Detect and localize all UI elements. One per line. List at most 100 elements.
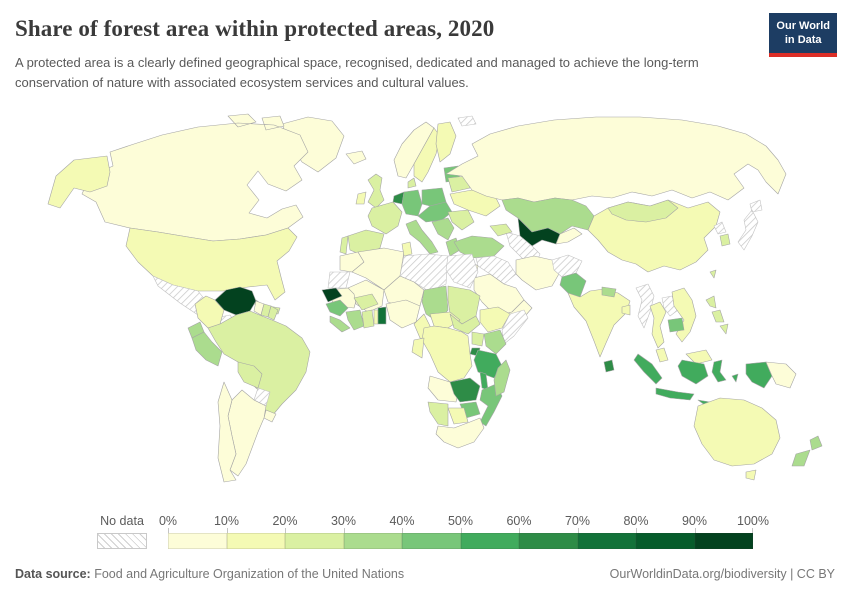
country-argentina[interactable] [227, 389, 267, 477]
country-malaysia[interactable] [655, 347, 713, 365]
country-egypt[interactable] [445, 253, 479, 289]
country-canada[interactable] [81, 113, 309, 242]
country-myanmar[interactable] [635, 283, 655, 329]
country-svalbard[interactable] [457, 115, 477, 127]
legend-tick-label-50%: 50% [447, 514, 474, 528]
colorbar-tick-labels: 0% 10% 20% 30% 40% 50% 60% 70% 80% 90% 100% [159, 514, 769, 530]
country-north-korea[interactable] [713, 221, 727, 235]
country-iran[interactable] [515, 255, 561, 291]
country-namibia[interactable] [427, 401, 449, 427]
legend-tick-label-90%: 90% [681, 514, 708, 528]
country-caucasus[interactable] [489, 223, 513, 237]
legend-bin-80-90%[interactable] [636, 533, 695, 549]
legend-bin-30-40%[interactable] [343, 533, 402, 549]
country-tunisia[interactable] [401, 241, 413, 257]
country-ghana[interactable] [361, 309, 375, 329]
country-south-sudan[interactable] [449, 313, 481, 335]
no-data-swatch[interactable] [97, 533, 147, 549]
country-sierra-leone-liberia[interactable] [329, 315, 351, 333]
country-guinea[interactable] [325, 299, 349, 317]
country-turkey[interactable] [453, 235, 505, 259]
country-papua-new-guinea[interactable] [765, 361, 797, 389]
legend-tick-label-20%: 20% [272, 514, 298, 528]
legend-tick-mark [168, 528, 169, 533]
country-romania-bulgaria[interactable] [447, 209, 475, 231]
country-taiwan[interactable] [709, 269, 717, 279]
country-germany[interactable] [401, 189, 423, 217]
country-japan[interactable] [737, 199, 763, 251]
country-kenya[interactable] [483, 329, 507, 355]
country-france[interactable] [367, 201, 403, 235]
country-india[interactable] [567, 288, 631, 358]
country-zambia[interactable] [449, 377, 481, 403]
country-philippines[interactable] [705, 295, 729, 335]
owid-logo[interactable]: Our World in Data [769, 13, 837, 57]
legend-bin-10-20%[interactable] [226, 533, 285, 549]
country-cote-divoire[interactable] [345, 309, 365, 331]
country-portugal[interactable] [339, 235, 349, 255]
legend-bin-50-60%[interactable] [460, 533, 519, 549]
country-senegal-gambia[interactable] [321, 287, 343, 303]
country-thailand[interactable] [649, 301, 667, 349]
legend-tick-mark [577, 528, 579, 533]
country-togo[interactable] [373, 309, 379, 325]
attribution-link[interactable]: OurWorldinData.org/biodiversity | CC BY [609, 567, 835, 581]
country-burkina-faso[interactable] [353, 293, 379, 311]
legend-tick-label-30%: 30% [330, 514, 357, 528]
legend-bin-60-70%[interactable] [519, 533, 578, 549]
country-ireland[interactable] [355, 191, 367, 205]
country-brazil[interactable] [207, 310, 311, 417]
country-south-africa[interactable] [435, 417, 485, 449]
country-chile[interactable] [217, 381, 237, 483]
country-tanzania[interactable] [473, 349, 503, 379]
country-finland[interactable] [435, 121, 457, 163]
page-title: Share of forest area within protected ar… [15, 16, 495, 41]
country-nepal[interactable] [601, 286, 617, 298]
legend-tick-mark [519, 528, 520, 533]
country-drc[interactable] [421, 325, 473, 383]
country-ethiopia[interactable] [479, 306, 511, 333]
legend-tick-mark [460, 528, 462, 533]
legend-tick-label-40%: 40% [389, 514, 415, 528]
country-australia[interactable] [693, 397, 781, 481]
legend-tick-mark [694, 528, 696, 533]
legend-bin-70-80%[interactable] [577, 533, 636, 549]
country-cambodia[interactable] [667, 317, 685, 333]
owid-logo-line1: Our World [776, 20, 830, 32]
country-pakistan[interactable] [559, 272, 587, 298]
country-balkans[interactable] [431, 217, 455, 241]
country-iceland[interactable] [345, 150, 367, 165]
country-botswana[interactable] [447, 407, 469, 425]
legend-bin-20-30%[interactable] [285, 533, 344, 549]
country-new-zealand[interactable] [791, 435, 823, 467]
country-syria-iraq[interactable] [475, 255, 517, 285]
legend-bin-0-10%[interactable] [168, 533, 227, 549]
country-colombia[interactable] [194, 295, 225, 329]
country-sri-lanka[interactable] [603, 359, 615, 373]
country-sweden[interactable] [413, 127, 441, 183]
country-french-guiana[interactable] [267, 305, 279, 321]
data-source: Data source: Food and Agriculture Organi… [15, 567, 404, 581]
legend-tick-mark [226, 528, 228, 533]
legend-tick-mark [636, 528, 637, 533]
country-uganda[interactable] [471, 331, 485, 347]
legend-bin-90-100%[interactable] [694, 533, 753, 549]
country-madagascar[interactable] [493, 359, 511, 397]
country-norway[interactable] [393, 121, 435, 179]
country-bangladesh[interactable] [621, 304, 631, 316]
country-denmark[interactable] [407, 177, 417, 189]
country-mongolia[interactable] [607, 199, 679, 223]
country-western-sahara[interactable] [327, 271, 351, 289]
country-peru[interactable] [191, 331, 223, 367]
country-kyrgyzstan-tajikistan[interactable] [555, 227, 583, 245]
country-russia[interactable] [445, 116, 787, 203]
country-congo-gabon[interactable] [411, 337, 425, 359]
country-benin[interactable] [377, 306, 387, 325]
country-south-korea[interactable] [719, 233, 731, 247]
legend-bin-40-50%[interactable] [402, 533, 461, 549]
country-somalia[interactable] [501, 309, 529, 345]
country-vietnam[interactable] [671, 287, 697, 343]
country-uk[interactable] [367, 173, 385, 209]
legend-tick-label-0%: 0% [158, 514, 178, 528]
